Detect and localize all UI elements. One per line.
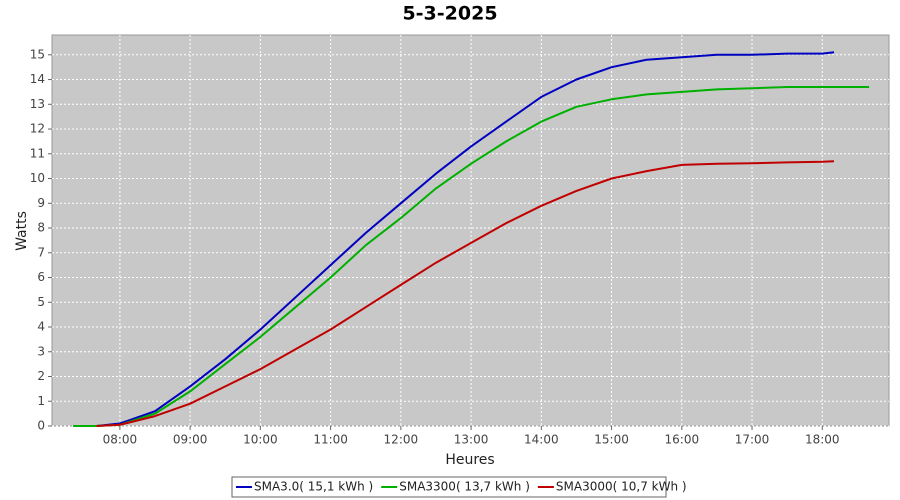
y-tick-label: 15 <box>30 47 45 61</box>
y-tick-label: 11 <box>30 146 45 160</box>
legend-label: SMA3.0( 15,1 kWh ) <box>254 480 373 494</box>
x-tick-label: 10:00 <box>243 433 278 447</box>
x-tick-label: 17:00 <box>735 433 770 447</box>
y-tick-label: 0 <box>37 419 45 433</box>
x-tick-label: 14:00 <box>524 433 559 447</box>
x-tick-label: 15:00 <box>594 433 629 447</box>
y-tick-label: 6 <box>37 270 45 284</box>
y-tick-label: 2 <box>37 369 45 383</box>
x-tick-label: 16:00 <box>665 433 700 447</box>
y-tick-label: 7 <box>37 245 45 259</box>
x-tick-label: 09:00 <box>173 433 208 447</box>
y-tick-label: 8 <box>37 221 45 235</box>
y-tick-label: 9 <box>37 196 45 210</box>
y-tick-label: 1 <box>37 394 45 408</box>
y-axis-label: Watts <box>14 211 30 251</box>
y-tick-label: 14 <box>30 72 45 86</box>
plot-area <box>51 34 890 427</box>
x-tick-label: 11:00 <box>313 433 348 447</box>
y-tick-label: 4 <box>37 320 45 334</box>
y-tick-label: 10 <box>30 171 45 185</box>
x-axis-label: Heures <box>445 452 494 468</box>
series-line <box>73 86 870 427</box>
chart-title: 5-3-2025 <box>402 3 497 25</box>
y-tick-label: 12 <box>30 122 45 136</box>
series-line <box>96 51 835 427</box>
x-tick-label: 13:00 <box>454 433 489 447</box>
legend <box>231 476 667 498</box>
x-tick-label: 12:00 <box>384 433 419 447</box>
legend-label: SMA3300( 13,7 kWh ) <box>399 480 530 494</box>
x-tick-label: 18:00 <box>805 433 840 447</box>
y-tick-label: 3 <box>37 344 45 358</box>
series-line <box>96 160 835 427</box>
x-tick-label: 08:00 <box>103 433 138 447</box>
y-tick-label: 5 <box>37 295 45 309</box>
legend-label: SMA3000( 10,7 kWh ) <box>556 480 687 494</box>
y-tick-label: 13 <box>30 97 45 111</box>
